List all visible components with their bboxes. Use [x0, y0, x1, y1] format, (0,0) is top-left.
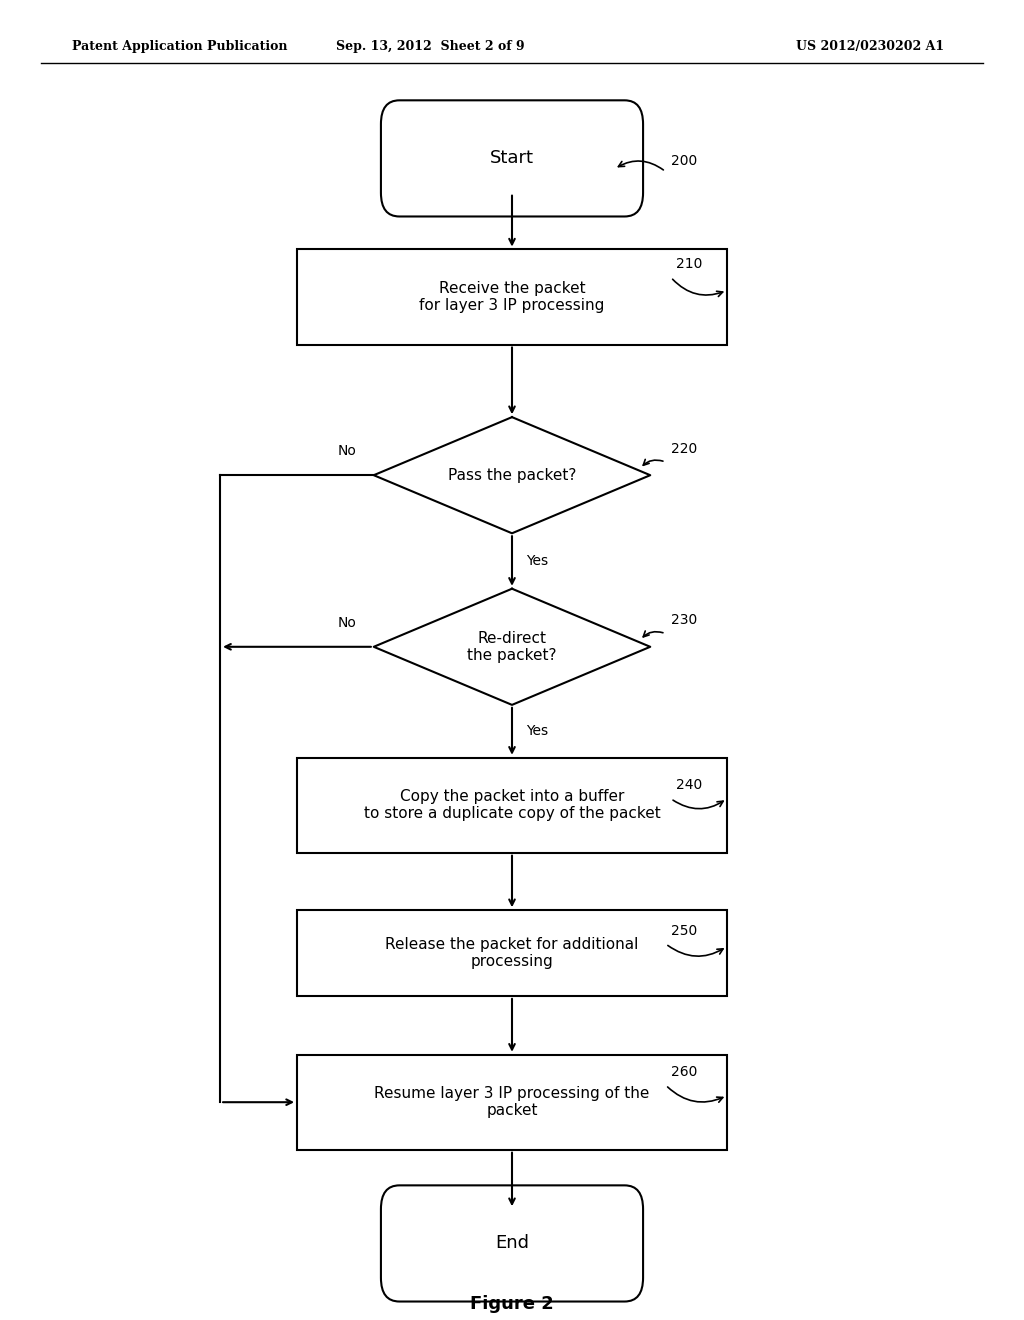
Text: 260: 260	[671, 1065, 697, 1078]
Text: US 2012/0230202 A1: US 2012/0230202 A1	[797, 40, 944, 53]
Text: Release the packet for additional
processing: Release the packet for additional proces…	[385, 937, 639, 969]
Bar	[297, 1055, 727, 1150]
Text: 240: 240	[676, 779, 702, 792]
Text: Resume layer 3 IP processing of the
packet: Resume layer 3 IP processing of the pack…	[375, 1086, 649, 1118]
Text: End: End	[495, 1234, 529, 1253]
Text: No: No	[338, 445, 356, 458]
FancyBboxPatch shape	[381, 100, 643, 216]
Bar	[297, 911, 727, 995]
Text: Sep. 13, 2012  Sheet 2 of 9: Sep. 13, 2012 Sheet 2 of 9	[336, 40, 524, 53]
Text: Yes: Yes	[526, 725, 549, 738]
Text: 200: 200	[671, 154, 697, 168]
FancyBboxPatch shape	[381, 1185, 643, 1302]
Text: Receive the packet
for layer 3 IP processing: Receive the packet for layer 3 IP proces…	[419, 281, 605, 313]
Text: Patent Application Publication: Patent Application Publication	[72, 40, 287, 53]
Text: Start: Start	[490, 149, 534, 168]
Bar	[297, 249, 727, 345]
Text: Pass the packet?: Pass the packet?	[447, 467, 577, 483]
Text: Re-direct
the packet?: Re-direct the packet?	[467, 631, 557, 663]
Text: 250: 250	[671, 924, 697, 937]
Text: No: No	[338, 616, 356, 630]
Text: Copy the packet into a buffer
to store a duplicate copy of the packet: Copy the packet into a buffer to store a…	[364, 789, 660, 821]
Text: Yes: Yes	[526, 554, 549, 568]
Text: Figure 2: Figure 2	[470, 1295, 554, 1313]
Text: 210: 210	[676, 257, 702, 271]
Text: 230: 230	[671, 614, 697, 627]
Bar	[297, 758, 727, 853]
Text: 220: 220	[671, 442, 697, 455]
